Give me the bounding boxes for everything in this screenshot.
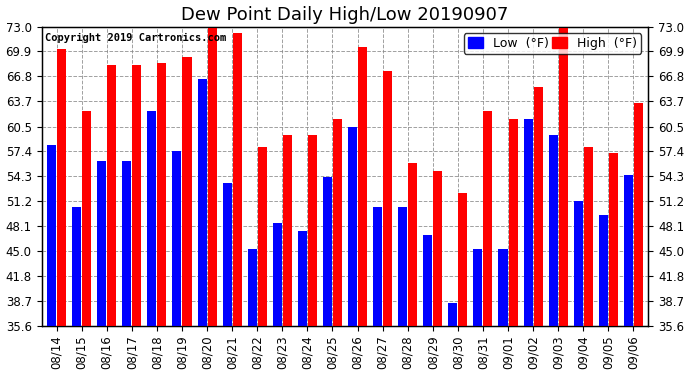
Bar	[609, 153, 618, 326]
Bar	[473, 249, 482, 326]
Bar	[157, 63, 166, 326]
Title: Dew Point Daily High/Low 20190907: Dew Point Daily High/Low 20190907	[181, 6, 509, 24]
Bar	[348, 127, 357, 326]
Bar	[549, 135, 558, 326]
Legend: Low  (°F), High  (°F): Low (°F), High (°F)	[464, 33, 641, 54]
Bar	[223, 183, 232, 326]
Bar	[283, 135, 292, 326]
Bar	[624, 175, 633, 326]
Bar	[448, 303, 457, 326]
Bar	[122, 161, 131, 326]
Bar	[72, 207, 81, 326]
Bar	[148, 111, 157, 326]
Bar	[47, 145, 56, 326]
Bar	[484, 111, 493, 326]
Bar	[82, 111, 91, 326]
Bar	[458, 193, 467, 326]
Bar	[248, 249, 257, 326]
Bar	[197, 78, 206, 326]
Bar	[433, 171, 442, 326]
Bar	[358, 46, 367, 326]
Bar	[383, 70, 392, 326]
Bar	[573, 201, 583, 326]
Bar	[333, 118, 342, 326]
Bar	[584, 147, 593, 326]
Bar	[308, 135, 317, 326]
Bar	[634, 103, 643, 326]
Bar	[182, 57, 192, 326]
Bar	[559, 28, 568, 326]
Bar	[208, 18, 217, 326]
Bar	[273, 223, 282, 326]
Bar	[57, 49, 66, 326]
Bar	[323, 177, 332, 326]
Bar	[398, 207, 407, 326]
Bar	[373, 207, 382, 326]
Bar	[408, 163, 417, 326]
Bar	[524, 118, 533, 326]
Bar	[533, 87, 542, 326]
Bar	[97, 161, 106, 326]
Bar	[599, 214, 608, 326]
Bar	[423, 235, 432, 326]
Bar	[498, 249, 508, 326]
Bar	[509, 118, 518, 326]
Bar	[107, 65, 117, 326]
Bar	[258, 147, 267, 326]
Bar	[172, 151, 181, 326]
Text: Copyright 2019 Cartronics.com: Copyright 2019 Cartronics.com	[45, 33, 226, 42]
Bar	[233, 33, 241, 326]
Bar	[298, 231, 307, 326]
Bar	[132, 65, 141, 326]
